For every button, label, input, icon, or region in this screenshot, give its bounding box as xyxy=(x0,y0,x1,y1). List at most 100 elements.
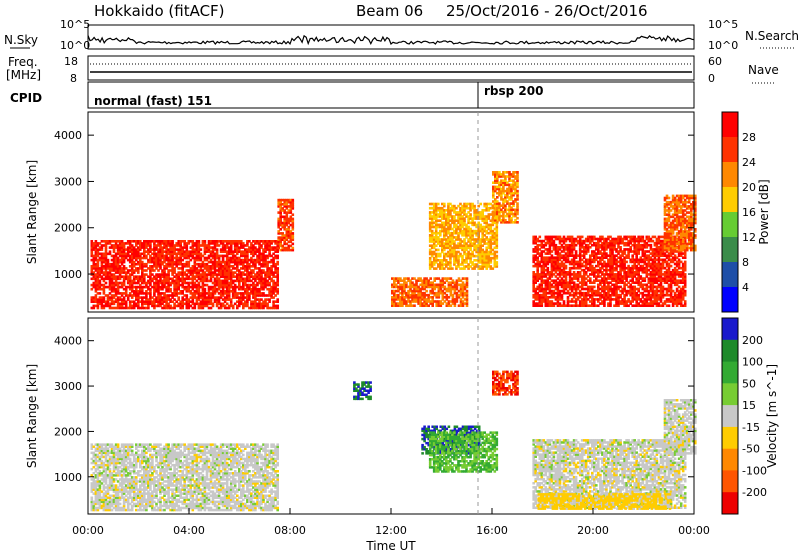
data-cell xyxy=(447,289,451,293)
data-cell xyxy=(256,240,259,243)
data-cell xyxy=(254,246,257,249)
data-cell xyxy=(197,285,201,289)
data-cell xyxy=(397,293,400,297)
data-cell xyxy=(268,283,271,287)
data-cell xyxy=(250,290,253,293)
data-cell xyxy=(393,304,396,307)
data-cell xyxy=(175,294,178,297)
data-cell xyxy=(227,258,231,262)
data-cell xyxy=(223,277,227,281)
data-cell xyxy=(118,248,122,251)
data-cell xyxy=(449,304,453,307)
data-cell xyxy=(229,273,233,276)
data-cell xyxy=(199,277,203,281)
data-cell xyxy=(403,279,406,282)
data-cell xyxy=(104,250,108,253)
data-cell xyxy=(289,232,293,235)
data-cell xyxy=(441,298,445,301)
data-cell xyxy=(455,285,459,289)
data-cell xyxy=(425,293,428,297)
data-cell xyxy=(112,281,116,285)
data-cell xyxy=(264,302,267,306)
data-cell xyxy=(258,290,261,293)
data-cell xyxy=(207,265,211,268)
data-cell xyxy=(447,285,451,289)
data-cell xyxy=(157,244,160,247)
data-cell xyxy=(151,267,154,270)
data-cell xyxy=(207,298,211,301)
data-cell xyxy=(391,298,394,301)
data-cell xyxy=(285,211,289,214)
data-cell xyxy=(233,260,237,264)
data-cell xyxy=(151,302,154,306)
data-cell xyxy=(291,217,295,221)
data-cell xyxy=(122,287,126,291)
data-cell xyxy=(195,292,199,295)
data-cell xyxy=(108,271,112,274)
data-cell xyxy=(171,271,174,274)
data-cell xyxy=(449,289,453,293)
data-cell xyxy=(274,275,277,278)
data-cell xyxy=(451,281,455,284)
data-cell xyxy=(159,298,162,301)
data-cell xyxy=(201,242,205,245)
data-cell xyxy=(122,252,126,256)
data-cell xyxy=(279,223,282,227)
data-cell xyxy=(227,283,231,287)
data-cell xyxy=(459,285,463,289)
data-cell xyxy=(274,240,277,243)
data-cell xyxy=(187,277,191,281)
data-cell xyxy=(145,302,148,306)
data-cell xyxy=(165,252,168,256)
data-cell xyxy=(128,304,132,308)
data-cell xyxy=(197,294,201,297)
data-cell xyxy=(236,300,239,303)
data-cell xyxy=(258,260,261,264)
data-cell xyxy=(242,252,245,256)
data-cell xyxy=(100,260,104,264)
data-cell xyxy=(181,283,184,287)
data-cell xyxy=(453,300,457,303)
data-cell xyxy=(217,279,221,283)
data-cell xyxy=(201,304,205,308)
data-cell xyxy=(274,248,277,251)
data-cell xyxy=(96,262,100,266)
data-cell xyxy=(283,242,286,246)
data-cell xyxy=(215,260,219,264)
data-cell xyxy=(126,275,130,278)
data-cell xyxy=(207,285,211,289)
data-cell xyxy=(128,269,132,272)
data-cell xyxy=(215,256,219,260)
data-cell xyxy=(268,246,271,249)
data-cell xyxy=(139,287,142,291)
data-cell xyxy=(191,267,195,270)
data-cell xyxy=(254,248,257,251)
data-cell xyxy=(272,287,275,291)
data-cell xyxy=(443,296,447,299)
data-cell xyxy=(179,240,182,243)
data-cell xyxy=(155,273,158,276)
data-cell xyxy=(516,221,519,224)
data-cell xyxy=(393,289,396,293)
data-cell xyxy=(165,285,168,289)
data-cell xyxy=(423,291,426,295)
data-cell xyxy=(161,254,164,258)
data-cell xyxy=(443,277,447,280)
data-cell xyxy=(155,283,158,287)
data-cell xyxy=(179,273,182,276)
data-cell xyxy=(215,265,219,268)
data-cell xyxy=(250,250,253,253)
data-cell xyxy=(149,254,152,258)
data-cell xyxy=(108,304,112,308)
data-cell xyxy=(116,244,120,247)
data-cell xyxy=(191,273,195,276)
data-cell xyxy=(207,290,211,293)
data-cell xyxy=(149,246,152,249)
data-cell xyxy=(157,252,160,256)
data-cell xyxy=(185,304,189,308)
data-cell xyxy=(149,290,152,293)
data-cell xyxy=(92,258,96,262)
data-cell xyxy=(203,240,207,243)
data-cell xyxy=(163,294,166,297)
data-cell xyxy=(153,256,156,260)
